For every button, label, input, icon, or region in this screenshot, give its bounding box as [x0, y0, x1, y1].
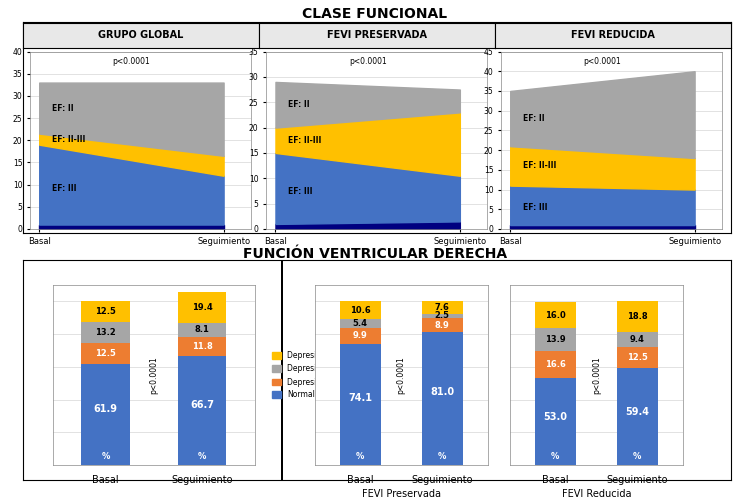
Bar — [178, 336, 226, 356]
Text: 13.2: 13.2 — [95, 328, 116, 337]
Text: EF: III: EF: III — [52, 184, 76, 193]
Text: FUNCIÓN VENTRICULAR DERECHA: FUNCIÓN VENTRICULAR DERECHA — [243, 248, 507, 262]
Text: 66.7: 66.7 — [190, 400, 214, 410]
Text: EF: II: EF: II — [524, 114, 544, 123]
Text: p<0.0001: p<0.0001 — [397, 356, 406, 394]
Text: CLASE FUNCIONAL: CLASE FUNCIONAL — [302, 8, 448, 22]
X-axis label: FEVI Reducida: FEVI Reducida — [562, 489, 631, 499]
Bar — [616, 348, 658, 368]
Text: %: % — [438, 452, 446, 462]
Bar — [535, 378, 576, 465]
Text: 12.5: 12.5 — [627, 353, 648, 362]
Text: p<0.0001: p<0.0001 — [584, 57, 621, 66]
Bar — [340, 344, 381, 465]
Bar — [616, 368, 658, 465]
Text: EF: II-III: EF: II-III — [524, 162, 556, 170]
Bar — [178, 356, 226, 465]
Text: 11.8: 11.8 — [191, 342, 212, 350]
Text: 18.8: 18.8 — [627, 312, 648, 321]
Bar — [178, 292, 226, 324]
Text: EF: II: EF: II — [52, 104, 74, 112]
Bar — [535, 328, 576, 351]
Text: GRUPO GLOBAL: GRUPO GLOBAL — [98, 30, 183, 40]
Bar — [340, 328, 381, 344]
Text: 53.0: 53.0 — [543, 412, 567, 422]
Text: p<0.0001: p<0.0001 — [349, 57, 386, 66]
Text: EF: II: EF: II — [288, 100, 310, 110]
Bar — [82, 364, 130, 465]
Text: EF: II-III: EF: II-III — [288, 136, 322, 145]
Bar — [616, 301, 658, 332]
Text: 74.1: 74.1 — [348, 394, 372, 404]
Text: p<0.0001: p<0.0001 — [112, 57, 150, 66]
Text: p<0.0001: p<0.0001 — [592, 356, 601, 394]
Text: EF: III: EF: III — [524, 203, 548, 212]
Text: 16.6: 16.6 — [544, 360, 566, 369]
Text: 19.4: 19.4 — [191, 303, 212, 312]
Text: p<0.0001: p<0.0001 — [149, 356, 158, 394]
Bar — [340, 318, 381, 328]
Text: %: % — [356, 452, 364, 462]
X-axis label: FEVI Preservada: FEVI Preservada — [362, 489, 441, 499]
Bar — [616, 332, 658, 347]
Text: %: % — [551, 452, 560, 462]
Text: 7.6: 7.6 — [435, 303, 450, 312]
Text: 5.4: 5.4 — [352, 318, 368, 328]
Text: 59.4: 59.4 — [626, 406, 650, 416]
Text: 13.9: 13.9 — [544, 335, 566, 344]
Text: %: % — [198, 452, 206, 462]
Text: 12.5: 12.5 — [95, 349, 116, 358]
Bar — [535, 302, 576, 328]
Text: EF: II-III: EF: II-III — [52, 134, 86, 143]
Text: %: % — [101, 452, 109, 462]
Bar — [422, 314, 463, 318]
Text: 2.5: 2.5 — [435, 312, 450, 320]
Text: 61.9: 61.9 — [94, 404, 118, 414]
Text: FEVI REDUCIDA: FEVI REDUCIDA — [572, 30, 655, 40]
Legend: Depresión grave, Depresión moderada, Depresión ligera, Normal: Depresión grave, Depresión moderada, Dep… — [269, 348, 370, 403]
Text: 9.9: 9.9 — [352, 331, 368, 340]
Bar — [422, 302, 463, 314]
Bar — [82, 344, 130, 363]
Text: 16.0: 16.0 — [544, 311, 566, 320]
Bar — [82, 301, 130, 322]
Text: FEVI PRESERVADA: FEVI PRESERVADA — [327, 30, 427, 40]
Bar — [422, 318, 463, 332]
Bar — [178, 324, 226, 336]
Text: %: % — [633, 452, 641, 462]
Text: 12.5: 12.5 — [95, 307, 116, 316]
Text: 81.0: 81.0 — [430, 387, 454, 397]
Bar — [422, 332, 463, 465]
Text: EF: III: EF: III — [288, 188, 313, 196]
Bar — [340, 302, 381, 318]
Bar — [82, 322, 130, 344]
Bar — [535, 351, 576, 378]
Text: 8.9: 8.9 — [435, 320, 450, 330]
Text: 10.6: 10.6 — [350, 306, 370, 314]
Text: 9.4: 9.4 — [630, 335, 645, 344]
Text: 8.1: 8.1 — [194, 326, 209, 334]
